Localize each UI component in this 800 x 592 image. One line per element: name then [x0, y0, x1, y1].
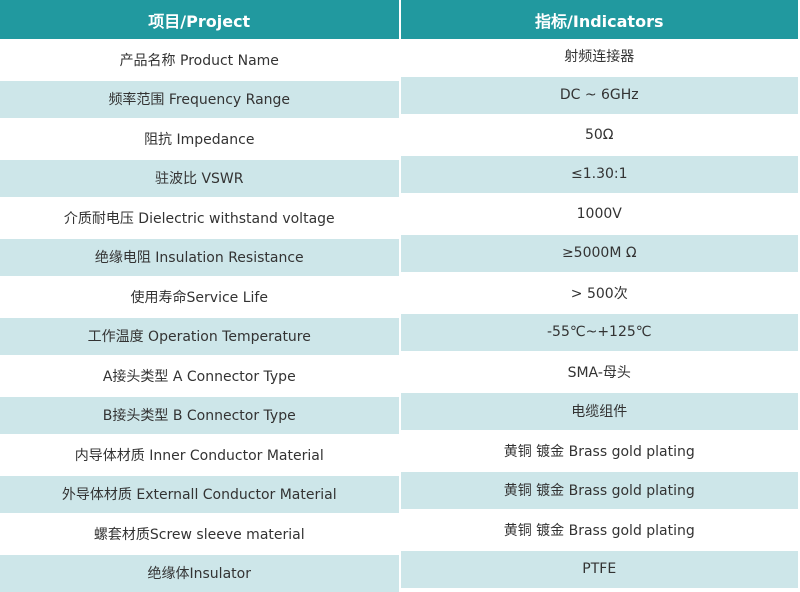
value-cell: 1000V — [400, 194, 800, 234]
label-cell: 频率范围 Frequency Range — [0, 80, 400, 120]
label-cell: 使用寿命Service Life — [0, 277, 400, 317]
value-cell: 电缆组件 — [400, 392, 800, 432]
value-cell: 黄铜 镀金 Brass gold plating — [400, 471, 800, 511]
value-cell: > 500次 — [400, 273, 800, 313]
value-cell: 黄铜 镀金 Brass gold plating — [400, 431, 800, 471]
value-cell: -55℃~+125℃ — [400, 313, 800, 353]
label-cell: 内导体材质 Inner Conductor Material — [0, 435, 400, 475]
label-cell: 螺套材质Screw sleeve material — [0, 514, 400, 554]
value-cell: PTFE — [400, 550, 800, 589]
value-cell: SMA-母头 — [400, 352, 800, 392]
label-cell: 绝缘电阻 Insulation Resistance — [0, 238, 400, 278]
table-row: 使用寿命Service Life> 500次 — [0, 277, 799, 317]
label-cell: 产品名称 Product Name — [0, 40, 400, 80]
value-cell: 黄铜 镀金 Brass gold plating — [400, 510, 800, 550]
label-cell: A接头类型 A Connector Type — [0, 356, 400, 396]
table-row: 驻波比 VSWR≤1.30:1 — [0, 159, 799, 199]
label-cell: B接头类型 B Connector Type — [0, 396, 400, 436]
label-cell: 工作温度 Operation Temperature — [0, 317, 400, 357]
value-cell: ≥5000M Ω — [400, 234, 800, 274]
label-cell: 驻波比 VSWR — [0, 159, 400, 199]
label-cell: 绝缘体Insulator — [0, 554, 400, 592]
value-cell: 射频连接器 — [400, 36, 800, 76]
table-row: 绝缘电阻 Insulation Resistance≥5000M Ω — [0, 238, 799, 278]
label-cell: 外导体材质 Externall Conductor Material — [0, 475, 400, 515]
label-cell: 阻抗 Impedance — [0, 119, 400, 159]
header-cell: 项目/Project — [0, 0, 400, 40]
label-cell: 介质耐电压 Dielectric withstand voltage — [0, 198, 400, 238]
table-row: 工作温度 Operation Temperature-55℃~+125℃ — [0, 317, 799, 357]
value-cell: 50Ω — [400, 115, 800, 155]
header-cell: 指标/Indicators — [400, 0, 800, 40]
value-cell: DC ~ 6GHz — [400, 76, 800, 116]
value-cell: ≤1.30:1 — [400, 155, 800, 195]
